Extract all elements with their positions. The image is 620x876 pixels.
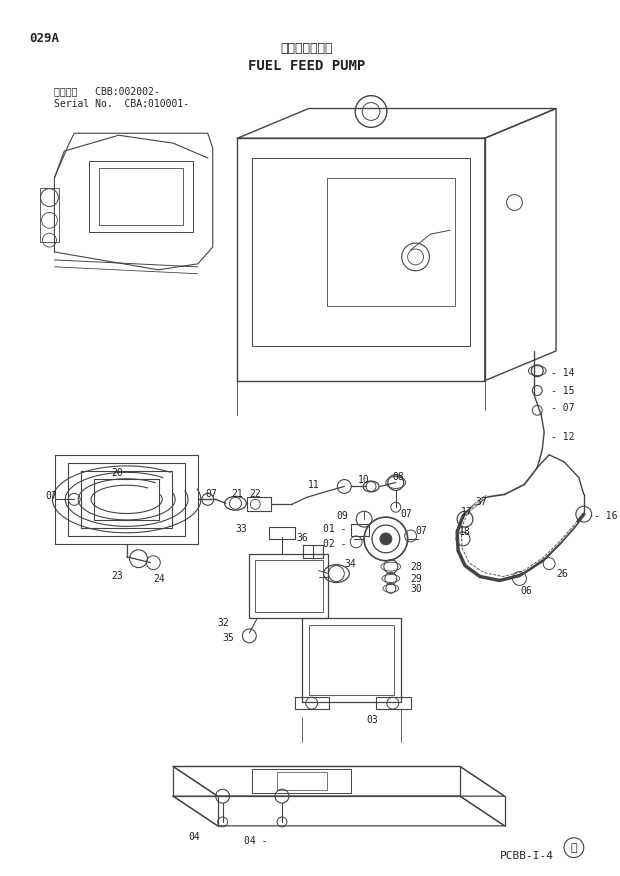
Bar — [269, 527, 295, 539]
Bar — [277, 773, 327, 790]
Text: 06: 06 — [521, 586, 532, 597]
Bar — [309, 625, 394, 696]
Circle shape — [380, 533, 392, 545]
Bar — [303, 545, 322, 558]
Text: 29: 29 — [410, 574, 422, 583]
Text: 燃料給油ポンプ: 燃料給油ポンプ — [280, 42, 333, 55]
Text: 35: 35 — [223, 633, 234, 643]
Text: 04 -: 04 - — [244, 836, 267, 845]
Text: 01 -: 01 - — [323, 524, 347, 534]
Text: 02 -: 02 - — [323, 539, 347, 549]
Text: 07: 07 — [415, 526, 427, 536]
Text: 20: 20 — [111, 468, 123, 477]
Bar — [40, 187, 60, 242]
Text: 09: 09 — [337, 512, 348, 521]
Text: 36: 36 — [297, 533, 309, 543]
Text: 21: 21 — [232, 490, 243, 499]
Text: 11: 11 — [308, 479, 319, 490]
Text: - 12: - 12 — [551, 432, 575, 442]
Text: 33: 33 — [236, 524, 247, 534]
Text: - 07: - 07 — [551, 403, 575, 413]
Bar — [99, 168, 183, 225]
Bar — [89, 161, 193, 232]
Text: 28: 28 — [410, 562, 422, 572]
Text: PCBB-I-4: PCBB-I-4 — [500, 851, 554, 860]
Text: - 14: - 14 — [551, 368, 575, 378]
Text: 23: 23 — [111, 570, 123, 581]
Bar — [249, 554, 329, 618]
Text: - 15: - 15 — [551, 385, 575, 396]
Text: 07: 07 — [46, 491, 58, 501]
Bar — [376, 697, 410, 709]
Text: 029A: 029A — [30, 32, 60, 46]
Text: 34: 34 — [344, 559, 356, 569]
Bar — [302, 618, 401, 703]
Bar — [352, 524, 369, 536]
Text: 08: 08 — [393, 471, 405, 482]
Text: - 16: - 16 — [594, 512, 617, 521]
Bar — [252, 158, 470, 346]
Text: 07: 07 — [206, 490, 218, 499]
Text: 22: 22 — [249, 490, 261, 499]
Text: FUEL FEED PUMP: FUEL FEED PUMP — [248, 59, 365, 73]
Text: 適用号機   CBB:002002-: 適用号機 CBB:002002- — [55, 86, 160, 95]
Text: 24: 24 — [153, 574, 165, 583]
Bar — [295, 697, 329, 709]
Bar — [327, 178, 455, 307]
Bar — [255, 560, 322, 612]
Text: 18: 18 — [459, 527, 471, 537]
Text: ⓦ: ⓦ — [570, 843, 577, 852]
Text: 37: 37 — [475, 498, 487, 507]
Text: 32: 32 — [218, 618, 229, 628]
Text: 04: 04 — [188, 832, 200, 842]
Text: 26: 26 — [556, 569, 568, 579]
Text: 07: 07 — [401, 509, 412, 519]
Text: 17: 17 — [461, 507, 473, 517]
Text: Serial No.  CBA:010001-: Serial No. CBA:010001- — [55, 99, 190, 109]
Text: 03: 03 — [366, 715, 378, 725]
Text: 10: 10 — [358, 475, 370, 484]
Bar — [247, 498, 271, 512]
Bar — [252, 769, 352, 793]
Text: 30: 30 — [410, 584, 422, 595]
